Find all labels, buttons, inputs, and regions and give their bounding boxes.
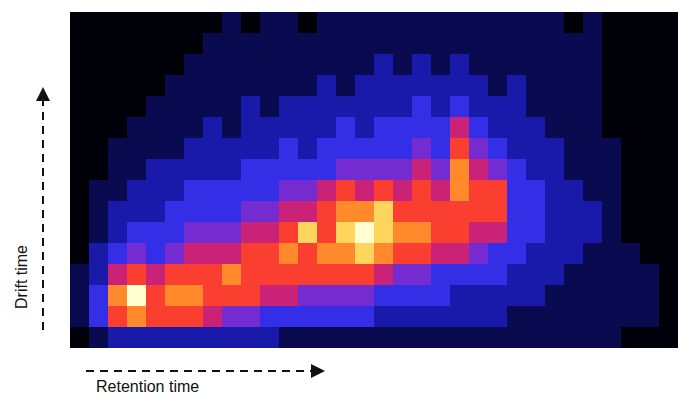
svg-text:Drift time: Drift time bbox=[13, 245, 30, 309]
svg-text:Retention time: Retention time bbox=[96, 378, 199, 395]
